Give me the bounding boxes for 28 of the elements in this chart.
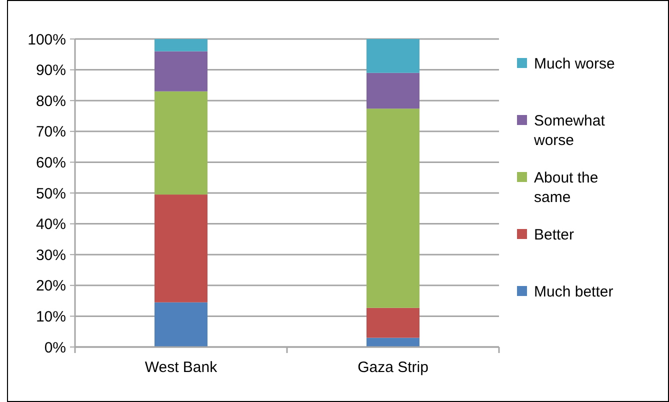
y-tick-label: 70%: [36, 124, 66, 141]
legend-label: Much better: [534, 283, 614, 300]
y-tick-label: 20%: [36, 278, 66, 295]
legend-label: Better: [534, 226, 574, 244]
legend-label: Somewhat worse: [533, 112, 606, 149]
x-tick-label: Gaza Strip: [358, 359, 428, 376]
bar: [154, 194, 208, 302]
bar: [154, 91, 208, 195]
bar: [154, 302, 208, 347]
bar: [366, 108, 420, 308]
bar: [154, 51, 208, 92]
bar: [366, 39, 420, 73]
bar: [366, 72, 420, 109]
bar: [366, 308, 420, 338]
y-tick-label: 40%: [36, 216, 66, 234]
legend-label: About the same: [534, 169, 598, 206]
y-tick-label: 0%: [44, 339, 66, 356]
legend-label: Much worse: [534, 55, 615, 72]
y-tick-label: 30%: [36, 246, 66, 264]
y-tick-label: 50%: [36, 185, 66, 202]
bar: [366, 338, 420, 347]
y-tick-label: 100%: [28, 31, 66, 48]
y-tick-label: 90%: [36, 62, 66, 80]
y-tick-label: 60%: [36, 154, 66, 172]
y-tick-label: 10%: [36, 308, 66, 326]
y-tick-label: 80%: [36, 92, 66, 110]
x-tick-label: West Bank: [144, 359, 218, 376]
bar: [154, 39, 208, 52]
